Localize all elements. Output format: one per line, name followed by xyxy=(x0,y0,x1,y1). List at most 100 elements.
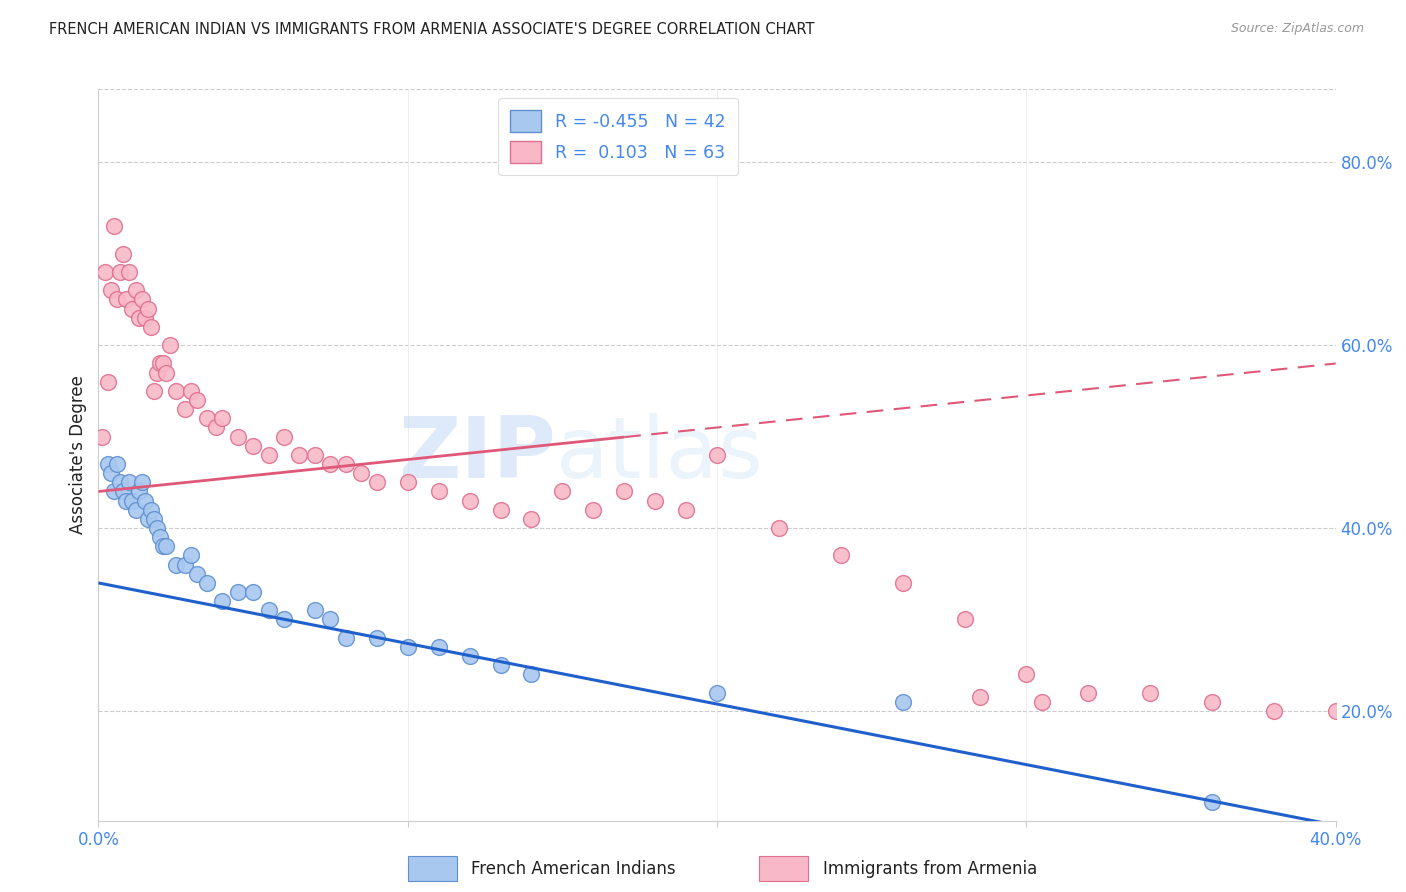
Point xyxy=(304,603,326,617)
Point xyxy=(131,293,153,307)
Point xyxy=(155,366,177,380)
Text: FRENCH AMERICAN INDIAN VS IMMIGRANTS FROM ARMENIA ASSOCIATE'S DEGREE CORRELATION: FRENCH AMERICAN INDIAN VS IMMIGRANTS FRO… xyxy=(49,22,814,37)
Point xyxy=(675,503,697,517)
Point xyxy=(489,658,512,673)
Point xyxy=(128,310,150,325)
Point xyxy=(128,484,150,499)
Point xyxy=(396,475,419,490)
Point xyxy=(108,265,131,279)
Point xyxy=(115,493,138,508)
Point xyxy=(155,539,177,553)
Point xyxy=(613,484,636,499)
Point xyxy=(149,530,172,544)
Point xyxy=(1031,695,1053,709)
Point xyxy=(891,695,914,709)
Point xyxy=(121,493,143,508)
Point xyxy=(115,293,138,307)
Point xyxy=(112,484,135,499)
Point xyxy=(118,265,141,279)
Text: ZIP: ZIP xyxy=(398,413,557,497)
Point xyxy=(427,484,450,499)
Text: Immigrants from Armenia: Immigrants from Armenia xyxy=(823,860,1036,878)
Point xyxy=(97,457,120,471)
Point xyxy=(520,512,543,526)
Point xyxy=(97,375,120,389)
Point xyxy=(180,384,202,398)
Point xyxy=(103,219,125,234)
Point xyxy=(427,640,450,654)
Point xyxy=(90,430,112,444)
Point xyxy=(105,457,128,471)
Point xyxy=(396,640,419,654)
Point xyxy=(174,558,197,572)
Point xyxy=(105,293,128,307)
Point xyxy=(186,393,208,408)
Point xyxy=(165,384,187,398)
Point xyxy=(288,448,311,462)
Point xyxy=(458,649,481,664)
Point xyxy=(319,457,342,471)
Point xyxy=(366,475,388,490)
Point xyxy=(350,466,373,480)
Point xyxy=(93,265,115,279)
Point xyxy=(1201,695,1223,709)
Y-axis label: Associate's Degree: Associate's Degree xyxy=(69,376,87,534)
Legend: R = -0.455   N = 42, R =  0.103   N = 63: R = -0.455 N = 42, R = 0.103 N = 63 xyxy=(498,98,738,176)
Point xyxy=(211,594,233,608)
Point xyxy=(953,613,976,627)
Point xyxy=(165,558,187,572)
Point xyxy=(136,301,159,316)
Point xyxy=(273,613,295,627)
Point xyxy=(195,411,218,425)
Point xyxy=(124,284,146,298)
Point xyxy=(768,521,790,535)
Point xyxy=(242,585,264,599)
Point xyxy=(136,512,159,526)
Point xyxy=(121,301,143,316)
Point xyxy=(143,384,166,398)
Text: Source: ZipAtlas.com: Source: ZipAtlas.com xyxy=(1230,22,1364,36)
Point xyxy=(146,366,169,380)
Point xyxy=(152,539,174,553)
Point xyxy=(706,448,728,462)
Point xyxy=(139,320,162,334)
Point xyxy=(644,493,666,508)
Point xyxy=(257,448,280,462)
Point xyxy=(969,690,991,705)
Point xyxy=(186,566,208,581)
Point xyxy=(100,466,122,480)
Point xyxy=(458,493,481,508)
Point xyxy=(134,310,156,325)
Point xyxy=(366,631,388,645)
Point xyxy=(195,576,218,591)
Point xyxy=(257,603,280,617)
Point xyxy=(242,439,264,453)
Point xyxy=(100,284,122,298)
Point xyxy=(139,503,162,517)
Point xyxy=(1324,704,1347,718)
Point xyxy=(891,576,914,591)
Point xyxy=(335,457,357,471)
Point xyxy=(1201,796,1223,810)
Point xyxy=(830,549,852,563)
Point xyxy=(319,613,342,627)
Point xyxy=(118,475,141,490)
Point xyxy=(582,503,605,517)
Point xyxy=(174,402,197,417)
Text: French American Indians: French American Indians xyxy=(471,860,676,878)
Point xyxy=(103,484,125,499)
Point xyxy=(146,521,169,535)
Point xyxy=(335,631,357,645)
Point xyxy=(304,448,326,462)
Point xyxy=(131,475,153,490)
Point xyxy=(551,484,574,499)
Point xyxy=(180,549,202,563)
Point xyxy=(159,338,181,352)
Point xyxy=(211,411,233,425)
Point xyxy=(1015,667,1038,681)
Point xyxy=(226,430,249,444)
Point xyxy=(108,475,131,490)
Point xyxy=(489,503,512,517)
Point xyxy=(149,356,172,371)
Point xyxy=(112,247,135,261)
